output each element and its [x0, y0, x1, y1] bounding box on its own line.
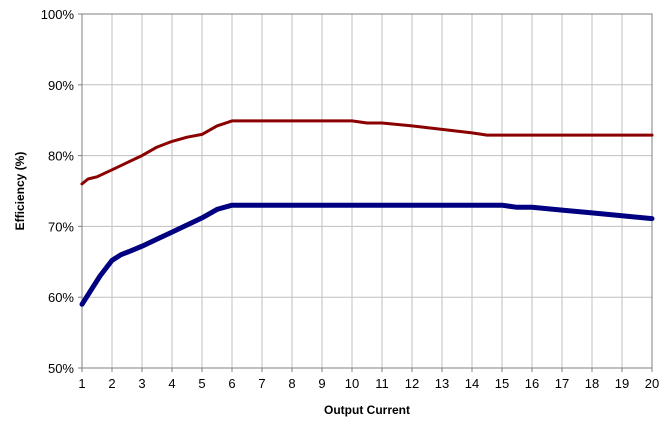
x-tick-label: 16: [525, 376, 539, 391]
gridlines: [81, 13, 653, 369]
x-tick-label: 20: [645, 376, 659, 391]
x-tick-label: 15: [495, 376, 509, 391]
x-tick-label: 11: [375, 376, 389, 391]
y-tick-label: 100%: [41, 7, 75, 22]
x-tick-label: 5: [198, 376, 205, 391]
y-axis-label: Efficiency (%): [13, 152, 27, 231]
x-tick-label: 1: [78, 376, 85, 391]
x-tick-label: 14: [465, 376, 479, 391]
y-tick-label: 50%: [48, 361, 74, 376]
y-axis-ticks: 50% 60% 70% 80% 90% 100%: [41, 7, 82, 376]
x-tick-label: 2: [108, 376, 115, 391]
x-tick-label: 12: [405, 376, 419, 391]
x-tick-label: 9: [318, 376, 325, 391]
x-axis-ticks: 1 2 3 4 5 6 7 8 9 10 11 12 13 14 15 16 17 18 19 20: [78, 368, 659, 391]
series-lines: [79, 119, 655, 307]
series-line-lower: [79, 202, 655, 307]
plot-area-frame: [81, 13, 653, 369]
x-tick-label: 7: [258, 376, 265, 391]
y-tick-label: 80%: [48, 149, 74, 164]
x-tick-label: 19: [615, 376, 629, 391]
y-tick-label: 70%: [48, 219, 74, 234]
y-tick-label: 90%: [48, 78, 74, 93]
x-tick-label: 13: [435, 376, 449, 391]
x-axis-label: Output Current: [324, 403, 410, 417]
series-line-upper: [80, 119, 654, 186]
x-tick-label: 4: [168, 376, 175, 391]
x-tick-label: 6: [228, 376, 235, 391]
x-tick-label: 10: [345, 376, 359, 391]
x-tick-label: 3: [138, 376, 145, 391]
y-tick-label: 60%: [48, 290, 74, 305]
x-tick-label: 18: [585, 376, 599, 391]
x-tick-label: 8: [288, 376, 295, 391]
x-tick-label: 17: [555, 376, 569, 391]
